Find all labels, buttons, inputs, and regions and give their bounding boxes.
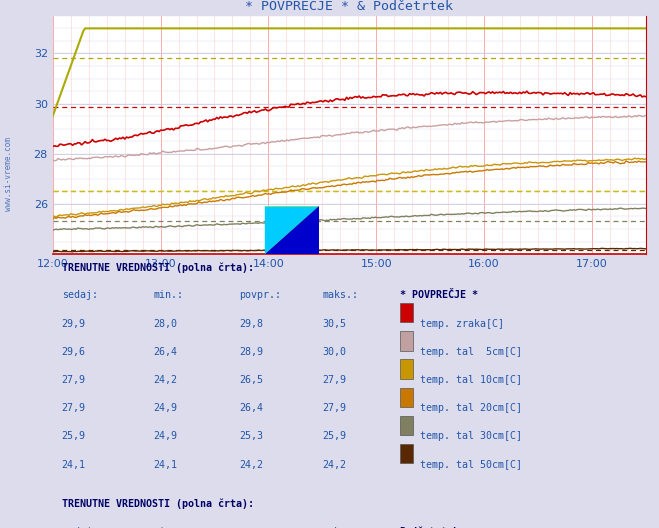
Bar (399, 331, 413, 351)
Polygon shape (265, 206, 319, 254)
Text: 30,0: 30,0 (322, 347, 347, 357)
Text: 27,9: 27,9 (62, 403, 86, 413)
Text: min.:: min.: (154, 527, 184, 528)
Text: Podčetrtek: Podčetrtek (399, 527, 460, 528)
Text: maks.:: maks.: (322, 527, 358, 528)
Bar (399, 303, 413, 323)
Title: * POVPREČJE * & Podčetrtek: * POVPREČJE * & Podčetrtek (245, 1, 453, 13)
Polygon shape (265, 206, 319, 254)
Text: 24,9: 24,9 (154, 431, 177, 441)
Text: temp. tal 50cm[C]: temp. tal 50cm[C] (420, 459, 522, 469)
Text: 24,2: 24,2 (154, 375, 177, 385)
Text: temp. tal 10cm[C]: temp. tal 10cm[C] (420, 375, 522, 385)
Text: TRENUTNE VREDNOSTI (polna črta):: TRENUTNE VREDNOSTI (polna črta): (62, 262, 254, 272)
Text: temp. zraka[C]: temp. zraka[C] (420, 318, 504, 328)
Text: temp. tal 20cm[C]: temp. tal 20cm[C] (420, 403, 522, 413)
Text: 29,6: 29,6 (62, 347, 86, 357)
Text: * POVPREČJE *: * POVPREČJE * (399, 290, 478, 300)
Text: 26,5: 26,5 (240, 375, 264, 385)
Text: povpr.:: povpr.: (240, 527, 281, 528)
Text: 25,9: 25,9 (322, 431, 347, 441)
Text: 26,4: 26,4 (154, 347, 177, 357)
Text: maks.:: maks.: (322, 290, 358, 300)
Text: 24,9: 24,9 (154, 403, 177, 413)
Text: 24,2: 24,2 (240, 459, 264, 469)
Text: 24,1: 24,1 (154, 459, 177, 469)
Bar (399, 360, 413, 379)
Text: 27,9: 27,9 (322, 375, 347, 385)
Text: 24,2: 24,2 (322, 459, 347, 469)
Bar (265, 206, 319, 254)
Text: 24,1: 24,1 (62, 459, 86, 469)
Text: 25,9: 25,9 (62, 431, 86, 441)
Bar (399, 388, 413, 407)
Text: TRENUTNE VREDNOSTI (polna črta):: TRENUTNE VREDNOSTI (polna črta): (62, 498, 254, 509)
Text: povpr.:: povpr.: (240, 290, 281, 300)
Text: 29,8: 29,8 (240, 318, 264, 328)
Text: 27,9: 27,9 (322, 403, 347, 413)
Text: 28,0: 28,0 (154, 318, 177, 328)
Text: temp. tal 30cm[C]: temp. tal 30cm[C] (420, 431, 522, 441)
Bar (399, 416, 413, 435)
Bar (399, 444, 413, 464)
Text: min.:: min.: (154, 290, 184, 300)
Text: 28,9: 28,9 (240, 347, 264, 357)
Text: temp. tal  5cm[C]: temp. tal 5cm[C] (420, 347, 522, 357)
Text: sedaj:: sedaj: (62, 290, 98, 300)
Text: 29,9: 29,9 (62, 318, 86, 328)
Text: www.si-vreme.com: www.si-vreme.com (4, 137, 13, 211)
Text: sedaj:: sedaj: (62, 527, 98, 528)
Text: 26,4: 26,4 (240, 403, 264, 413)
Text: 25,3: 25,3 (240, 431, 264, 441)
Text: 30,5: 30,5 (322, 318, 347, 328)
Text: 27,9: 27,9 (62, 375, 86, 385)
